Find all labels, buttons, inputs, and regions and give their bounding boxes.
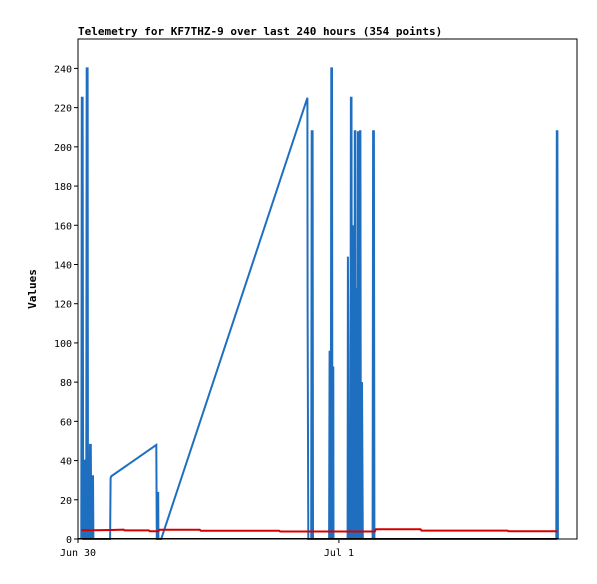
x-tick-label: Jul 1 [324,548,354,559]
y-tick-label: 200 [54,143,72,154]
x-axis: Jun 30 Jul 1 [60,539,354,559]
series-line-1 [80,67,559,540]
y-tick-label: 40 [60,457,72,468]
y-axis-label: Values [26,269,39,309]
plot-area [77,38,578,540]
y-tick-label: 220 [54,104,72,115]
y-tick-label: 0 [66,535,72,546]
y-tick-label: 240 [54,64,72,75]
series-line-2 [81,528,558,533]
y-axis: 0 20 40 60 80 100 120 140 160 180 200 220 240 [54,64,78,546]
y-tick-label: 140 [54,260,72,271]
y-tick-label: 120 [54,300,72,311]
chart-title: Telemetry for KF7THZ-9 over last 240 hou… [78,25,442,38]
y-tick-label: 20 [60,496,72,507]
x-tick-label: Jun 30 [60,548,96,559]
y-tick-label: 80 [60,378,72,389]
series-layer [78,67,559,540]
y-tick-label: 60 [60,417,72,428]
y-tick-label: 100 [54,339,72,350]
y-tick-label: 160 [54,221,72,232]
y-tick-label: 180 [54,182,72,193]
